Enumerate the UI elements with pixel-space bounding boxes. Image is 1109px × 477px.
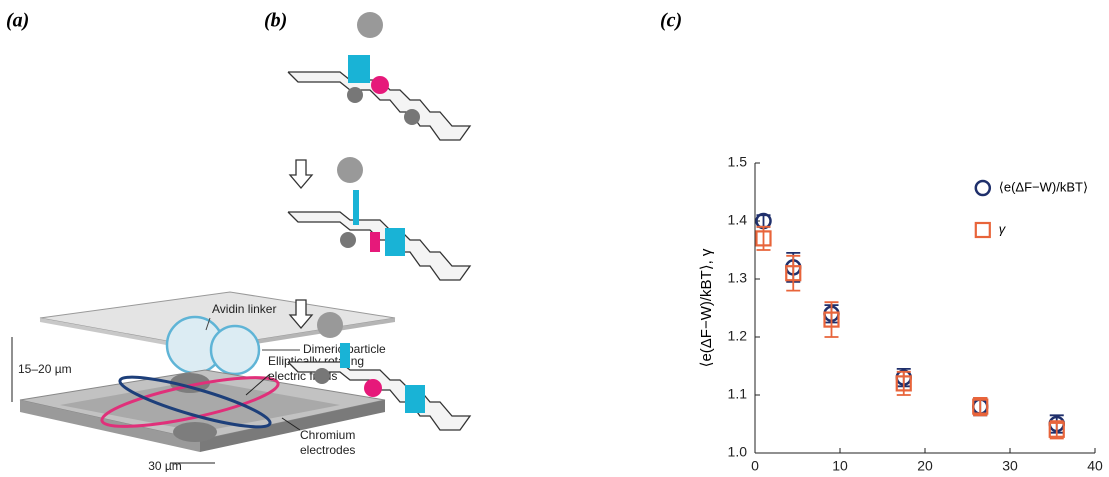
legend-label: γ: [999, 221, 1007, 236]
panel-label: (a): [6, 10, 29, 32]
panel-label: (b): [264, 10, 287, 32]
y-tick-label: 1.3: [728, 270, 748, 286]
x-tick-label: 10: [832, 458, 848, 472]
x-tick-label: 30: [1002, 458, 1018, 472]
y-tick-label: 1.1: [728, 386, 748, 402]
y-tick-label: 1.2: [728, 328, 748, 344]
y-axis-label: ⟨e(ΔF−W)/kBT⟩, γ: [698, 248, 715, 367]
annotation: 30 µm: [148, 459, 182, 472]
annotation: Avidin linker: [212, 302, 276, 316]
annotation: 15–20 µm: [18, 362, 72, 376]
x-tick-label: 40: [1087, 458, 1103, 472]
y-tick-label: 1.0: [728, 444, 748, 460]
figure: (a) (b) (c) Avidin linker Dimeric partic…: [0, 0, 1109, 472]
x-tick-label: 20: [917, 458, 933, 472]
annotation: Chromium: [300, 428, 355, 442]
chart: 1.01.11.21.31.41.5010203040ε (ms)⟨e(ΔF−W…: [698, 154, 1103, 472]
error-bar: [757, 227, 771, 250]
legend-symbol: [976, 223, 990, 237]
y-tick-label: 1.4: [728, 212, 748, 228]
x-tick-label: 0: [751, 458, 759, 472]
diagram-b: [288, 12, 470, 430]
annotation: electrodes: [300, 443, 355, 457]
legend-label: ⟨e(ΔF−W)/kBT⟩: [999, 179, 1088, 194]
panel-label: (c): [660, 10, 682, 32]
y-tick-label: 1.5: [728, 154, 748, 170]
legend-symbol: [976, 181, 990, 195]
